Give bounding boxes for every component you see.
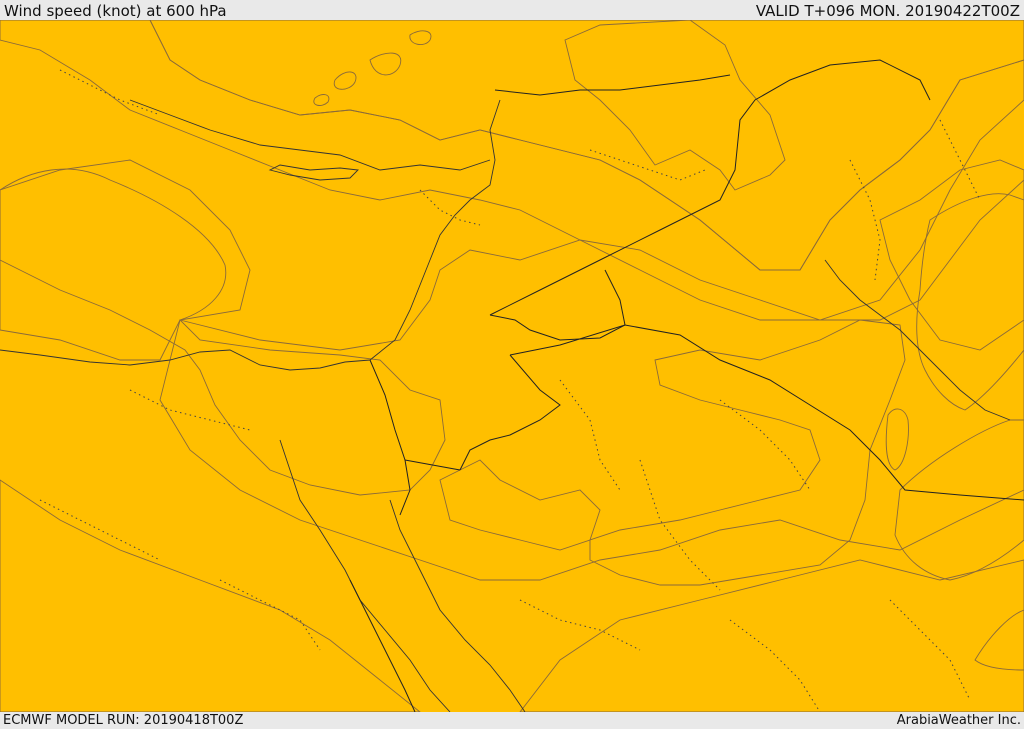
moderate-wind-zone-north <box>0 20 1024 321</box>
provincial-boundary <box>559 379 621 491</box>
provincial-boundary <box>419 189 481 226</box>
jordan-saudi-border <box>459 354 561 471</box>
high-wind-zone-west <box>0 159 251 361</box>
credit: ArabiaWeather Inc. <box>896 713 1021 728</box>
egypt-border <box>369 359 411 516</box>
very-high-wind-zone-west <box>0 168 446 496</box>
anatolia-coastline <box>129 99 491 171</box>
provincial-boundary <box>849 159 881 281</box>
red-sea-coastline-east <box>389 499 526 712</box>
provincial-boundary <box>889 599 971 701</box>
very-low-wind-zone <box>564 20 786 191</box>
egypt-saudi-line <box>404 459 461 471</box>
map-canvas <box>0 20 1024 712</box>
very-low-wind-patch <box>313 94 330 106</box>
map-title: Wind speed (knot) at 600 hPa <box>4 2 227 20</box>
sinai-border <box>349 579 416 712</box>
provincial-boundary <box>719 399 811 491</box>
very-low-wind-patch <box>369 52 402 76</box>
very-high-wind-zone-southeast <box>894 419 1024 581</box>
footer-bar: ECMWF MODEL RUN: 20190418T00Z ArabiaWeat… <box>0 712 1024 729</box>
provincial-boundary <box>129 389 251 431</box>
header-bar: Wind speed (knot) at 600 hPa VALID T+096… <box>0 0 1024 20</box>
provincial-boundary <box>519 599 641 651</box>
provincial-boundary <box>59 69 161 116</box>
iraq-syria-border <box>489 59 931 316</box>
provincial-boundary <box>729 619 821 712</box>
high-wind-zone-east <box>879 159 1024 351</box>
very-high-wind-zone-south <box>439 459 601 551</box>
high-wind-zone-central <box>159 179 1024 581</box>
very-low-wind-patch <box>333 71 357 90</box>
provincial-boundary <box>589 149 706 181</box>
wind-speed-map <box>0 20 1024 712</box>
saudi-north-border <box>509 324 1024 501</box>
turkey-syria-border <box>494 74 731 96</box>
moderate-wind-zone-south <box>0 479 421 712</box>
very-high-wind-zone-corner <box>974 609 1024 671</box>
model-run: ECMWF MODEL RUN: 20190418T00Z <box>3 713 244 728</box>
very-high-wind-zone-east <box>916 193 1024 411</box>
cyprus-coastline <box>268 164 359 181</box>
gulf-coastline <box>824 259 1011 421</box>
very-low-wind-patch <box>409 30 432 46</box>
valid-time: VALID T+096 MON. 20190422T00Z <box>755 2 1020 20</box>
moderate-wind-zone-southeast <box>519 559 1024 712</box>
very-high-wind-zone-central <box>589 319 906 586</box>
low-wind-patch-east <box>885 408 909 471</box>
base-wind-layer <box>0 20 1024 712</box>
